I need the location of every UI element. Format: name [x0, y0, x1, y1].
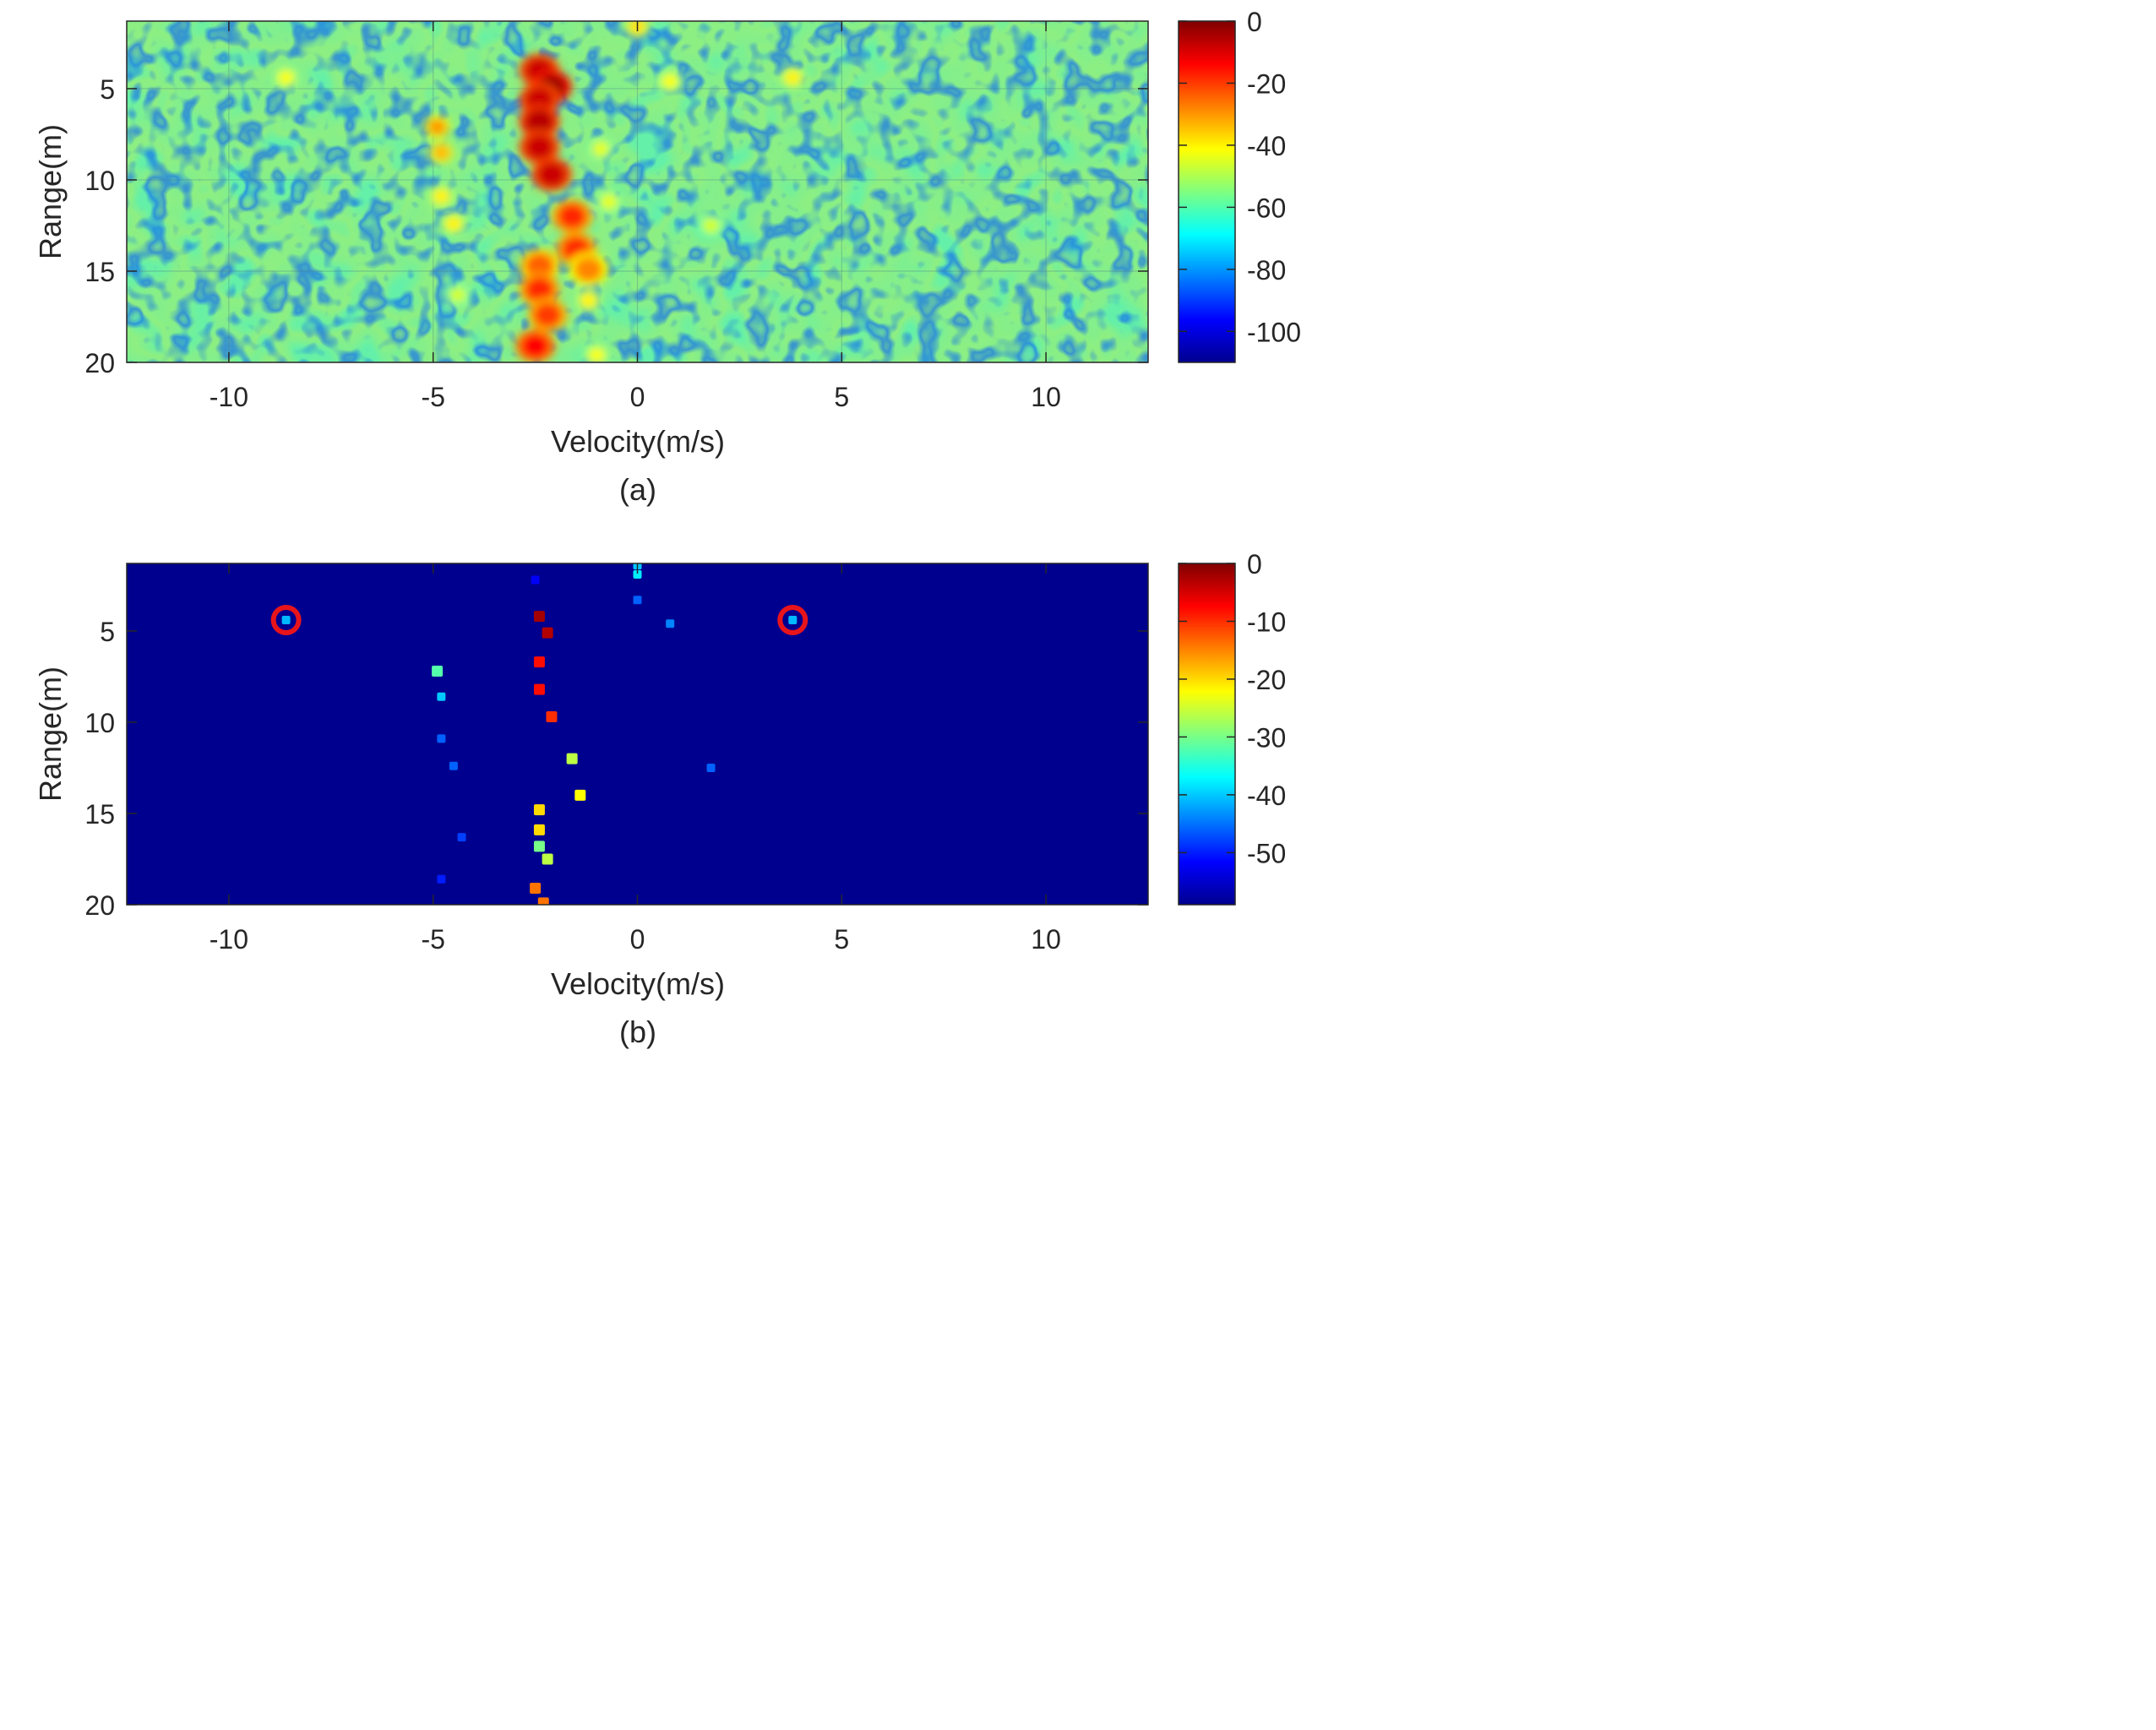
detection-mark	[574, 789, 586, 801]
target-blob	[599, 193, 618, 210]
axes-b-ticks: -10 -5 0 5 10 5 10 15 20	[84, 563, 1148, 955]
detection-mark	[633, 596, 642, 605]
x-tick-label: -10	[210, 924, 248, 955]
detection-mark	[533, 824, 545, 835]
y-tick-label: 10	[84, 708, 115, 738]
detection-mark	[542, 853, 553, 865]
panel-b-caption: (b)	[619, 1015, 656, 1049]
target-blob	[579, 291, 598, 309]
axes-b-ylabel: Range(m)	[33, 666, 68, 802]
target-blob	[427, 118, 447, 136]
target-blob	[444, 215, 463, 232]
y-tick-label: 15	[84, 257, 115, 287]
colorbar-a-ticks: 0 -20 -40 -60 -80 -100	[1179, 7, 1301, 347]
x-tick-label: -5	[421, 382, 444, 412]
colorbar-b	[1178, 563, 1236, 906]
detection-mark	[281, 615, 291, 624]
detection-mark	[566, 753, 578, 764]
colorbar-tick-label: -60	[1247, 193, 1286, 223]
colorbar-tick-label: -80	[1247, 255, 1286, 286]
detection-mark	[437, 874, 446, 884]
target-blob	[432, 188, 451, 205]
detection-mark	[533, 841, 545, 852]
detection-mark	[457, 833, 466, 842]
target-blob	[591, 140, 610, 158]
detection-mark	[706, 763, 716, 772]
detection-mark	[533, 683, 545, 695]
x-tick-label: 10	[1031, 382, 1061, 412]
target-blob	[783, 68, 803, 86]
target-blob	[520, 333, 550, 359]
x-tick-label: -5	[421, 924, 444, 955]
y-tick-label: 15	[84, 799, 115, 830]
target-blob	[701, 216, 721, 234]
grid-a	[127, 21, 1148, 362]
target-blob	[574, 256, 603, 282]
detection-mark	[432, 665, 444, 677]
y-tick-label: 20	[84, 890, 115, 921]
target-blob	[525, 108, 554, 134]
axes-a-xlabel: Velocity(m/s)	[551, 424, 725, 459]
detection-mark	[533, 656, 545, 668]
detection-mark	[531, 575, 540, 585]
colorbar-b-ticks: 0 -10 -20 -30 -40 -50	[1179, 549, 1286, 868]
detection-mark	[788, 615, 798, 624]
target-blob	[533, 302, 563, 328]
colorbar-tick-label: -100	[1247, 317, 1301, 347]
detection-mark	[633, 569, 642, 579]
target-blob	[525, 253, 554, 279]
axes-b-xlabel: Velocity(m/s)	[551, 966, 725, 1001]
colorbar-tick-label: -40	[1247, 781, 1286, 811]
x-tick-label: 5	[834, 924, 849, 955]
target-blob	[661, 73, 680, 90]
target-blob	[432, 144, 451, 161]
target-blob	[448, 286, 467, 304]
colorbar-tick-label: -40	[1247, 131, 1286, 161]
heatmap-b-detections	[281, 563, 798, 905]
y-tick-label: 20	[84, 348, 115, 378]
axes-a-ylabel: Range(m)	[33, 124, 68, 259]
colorbar-tick-label: -30	[1247, 722, 1286, 753]
detection-mark	[533, 804, 545, 816]
panel-a-caption: (a)	[619, 472, 656, 507]
detection-mark	[437, 734, 446, 743]
target-blob	[558, 204, 587, 230]
colorbar-tick-label: -10	[1247, 607, 1286, 637]
colorbar-tick-label: -50	[1247, 838, 1286, 868]
axes-a-ticks: -10 -5 0 5 10 5 10 15 20	[84, 21, 1148, 412]
x-tick-label: 10	[1031, 924, 1061, 955]
detection-mark	[449, 761, 458, 770]
colorbar-tick-label: -20	[1247, 68, 1286, 99]
colorbar-a	[1178, 20, 1236, 363]
x-tick-label: 0	[630, 382, 645, 412]
heatmap-b-background	[127, 563, 1148, 905]
detection-mark	[533, 611, 545, 623]
highlight-circle	[270, 604, 302, 635]
detection-mark	[437, 692, 446, 701]
target-blob	[587, 346, 607, 362]
detection-mark	[666, 619, 675, 628]
target-blob	[536, 161, 566, 188]
y-tick-label: 5	[100, 617, 115, 647]
colorbar-tick-label: -20	[1247, 665, 1286, 695]
highlight-circle	[777, 604, 808, 635]
detection-mark	[546, 710, 558, 722]
colorbar-tick-label: 0	[1247, 549, 1262, 579]
x-tick-label: 5	[834, 382, 849, 412]
detection-mark	[542, 627, 553, 639]
detection-mark	[530, 883, 542, 895]
x-tick-label: 0	[630, 924, 645, 955]
colorbar-tick-label: 0	[1247, 7, 1262, 37]
y-tick-label: 10	[84, 166, 115, 196]
target-blob	[525, 134, 554, 160]
heatmap-a-targets	[272, 21, 807, 362]
y-tick-label: 5	[100, 74, 115, 105]
target-blob	[525, 276, 554, 302]
x-tick-label: -10	[210, 382, 248, 412]
detection-mark	[537, 897, 549, 905]
target-blob	[276, 68, 296, 86]
